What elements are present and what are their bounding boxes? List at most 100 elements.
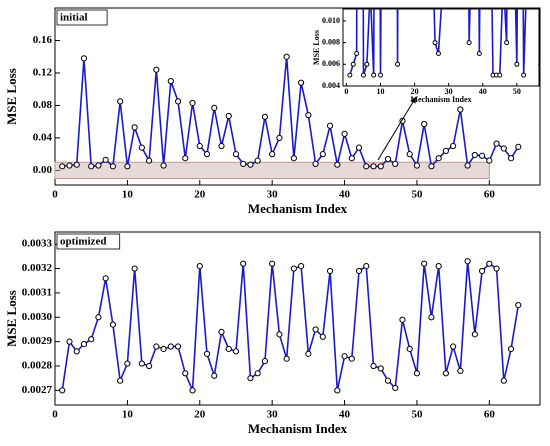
marker (326, 122, 334, 129)
marker (466, 40, 472, 46)
marker (196, 263, 203, 270)
marker (225, 112, 232, 120)
marker (305, 112, 312, 119)
marker (371, 72, 377, 78)
marker (504, 40, 510, 46)
marker (203, 151, 211, 158)
marker (254, 157, 261, 164)
marker (406, 345, 413, 353)
marker (478, 152, 486, 159)
marker (326, 267, 334, 275)
y-tick-label: 0.008 (322, 37, 340, 46)
marker (305, 350, 312, 357)
marker (521, 72, 527, 78)
marker (254, 370, 261, 377)
x-tick-label: 50 (513, 87, 521, 96)
marker (211, 372, 218, 379)
marker (476, 50, 482, 56)
marker (131, 265, 138, 272)
x-tick-label: 60 (484, 409, 496, 421)
marker (432, 40, 438, 46)
series (347, 0, 539, 78)
marker (95, 162, 102, 169)
marker (364, 61, 370, 67)
marker (218, 142, 225, 150)
marker (109, 163, 117, 170)
marker (59, 163, 66, 170)
marker (80, 55, 88, 62)
marker (384, 155, 392, 163)
marker (196, 142, 203, 150)
marker (117, 377, 124, 384)
marker (109, 321, 117, 328)
marker (515, 301, 522, 309)
marker (341, 130, 348, 137)
marker (146, 157, 153, 164)
marker (370, 163, 377, 170)
y-tick-label: 0.0028 (22, 360, 53, 372)
marker (232, 151, 240, 158)
marker (355, 267, 363, 275)
marker (182, 370, 189, 377)
marker (392, 384, 399, 392)
x-tick-label: 20 (411, 87, 419, 96)
marker (450, 142, 457, 150)
x-tick-label: 50 (411, 409, 423, 421)
y-tick-label: 0.010 (322, 16, 340, 25)
marker (80, 340, 88, 348)
marker (507, 155, 515, 162)
y-axis-label: MSE Loss (4, 68, 19, 125)
x-tick-label: 20 (194, 409, 206, 421)
x-axis-label: Mechanism Index (248, 421, 348, 436)
marker (203, 350, 211, 357)
marker (240, 160, 247, 167)
marker (377, 72, 383, 78)
marker (66, 338, 73, 345)
marker (500, 145, 507, 152)
x-axis-label: Mechanism Index (248, 201, 348, 216)
y-tick-label: 0.004 (322, 81, 340, 90)
marker (117, 98, 124, 105)
series (59, 53, 522, 170)
x-tick-label: 30 (267, 189, 279, 201)
marker (464, 258, 471, 265)
line (62, 56, 519, 169)
panel-label-box (56, 9, 108, 26)
marker (247, 161, 254, 168)
marker (515, 143, 522, 150)
x-tick-label: 10 (376, 87, 384, 96)
marker (95, 314, 102, 321)
marker (138, 144, 145, 151)
y-axis-label: MSE Loss (4, 290, 19, 347)
marker (341, 353, 348, 360)
marker (435, 263, 442, 270)
marker (389, 0, 393, 1)
marker (232, 348, 240, 355)
x-tick-label: 40 (339, 189, 351, 201)
panel-label: optimized (60, 236, 106, 248)
marker (348, 155, 355, 162)
marker (283, 53, 290, 60)
marker (334, 161, 341, 168)
x-tick-label: 10 (122, 409, 134, 421)
y-tick-label: 0.12 (33, 66, 53, 78)
marker (261, 113, 269, 120)
marker (377, 365, 384, 372)
marker (348, 355, 355, 362)
marker (312, 326, 319, 333)
y-tick-label: 0.0031 (22, 286, 52, 298)
marker (66, 162, 73, 169)
y-tick-label: 0.16 (33, 34, 53, 46)
marker (370, 362, 377, 370)
marker (73, 161, 80, 168)
marker (167, 77, 174, 85)
marker (276, 331, 283, 338)
marker (360, 72, 366, 78)
marker (413, 370, 421, 377)
marker (471, 331, 478, 338)
marker (493, 265, 500, 272)
marker (464, 162, 471, 169)
marker (269, 151, 276, 158)
series (59, 258, 522, 394)
marker (347, 72, 353, 78)
